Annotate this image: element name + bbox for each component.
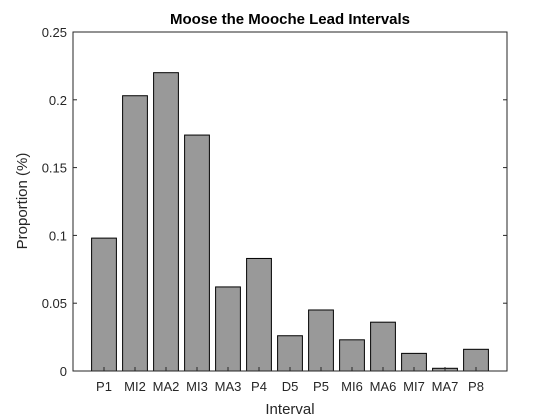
bar-d5 [277, 335, 303, 372]
x-axis-ticks: P1 MI2 MA2 MI3 MA3 P4 D5 P5 MI6 MA6 MI7 MA7 P8 [96, 367, 484, 394]
bar-ma6 [370, 321, 396, 372]
x-tick-label: MA6 [370, 379, 397, 394]
x-tick-label: MA3 [215, 379, 242, 394]
x-tick-label: MI7 [403, 379, 425, 394]
bar-p4 [246, 257, 272, 372]
x-tick-label: MI2 [124, 379, 146, 394]
bar-mi3 [184, 134, 210, 372]
y-axis-ticks: 0 0.05 0.1 0.15 0.2 0.25 [42, 25, 507, 379]
bar-ma2 [153, 72, 179, 372]
bar-p5 [308, 309, 334, 372]
bar-p1 [91, 237, 117, 372]
bars-group [91, 72, 489, 372]
y-tick-label: 0.1 [49, 228, 67, 243]
chart-title: Moose the Mooche Lead Intervals [170, 11, 410, 28]
y-tick-label: 0.05 [42, 296, 67, 311]
x-axis-label: Interval [265, 401, 314, 418]
bar-ma3 [215, 286, 241, 372]
x-tick-label: MA2 [153, 379, 180, 394]
x-tick-label: D5 [282, 379, 299, 394]
x-tick-label: MA7 [432, 379, 459, 394]
x-tick-label: MI6 [341, 379, 363, 394]
y-tick-label: 0 [60, 364, 67, 379]
bar-mi2 [122, 95, 148, 372]
x-tick-label: P4 [251, 379, 267, 394]
x-tick-label: P8 [468, 379, 484, 394]
plot-box [72, 31, 508, 372]
y-tick-label: 0.2 [49, 93, 67, 108]
x-tick-label: MI3 [186, 379, 208, 394]
x-tick-label: P1 [96, 379, 112, 394]
y-tick-label: 0.25 [42, 25, 67, 40]
x-tick-label: P5 [313, 379, 329, 394]
y-axis-label: Proportion (%) [14, 153, 31, 250]
y-tick-label: 0.15 [42, 161, 67, 176]
bar-mi6 [339, 339, 365, 372]
